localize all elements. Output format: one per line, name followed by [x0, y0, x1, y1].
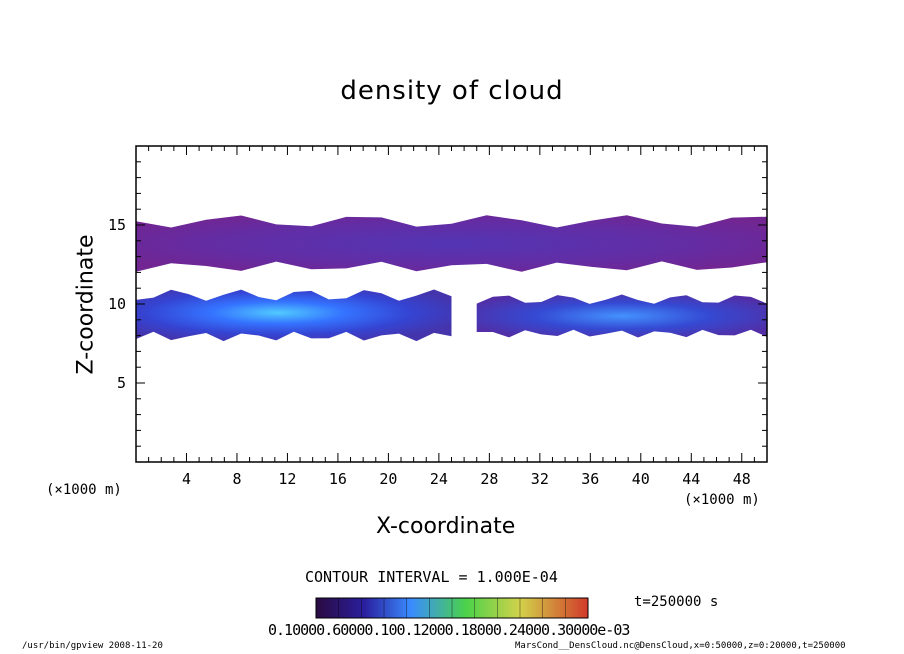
cloud-region-2	[476, 294, 767, 338]
x-tick-label: 16	[329, 470, 347, 488]
cloud-density-field	[136, 215, 767, 342]
chart-title: density of cloud	[340, 76, 564, 106]
x-tick-label: 44	[682, 470, 700, 488]
y-tick-label: 10	[108, 295, 126, 313]
x-tick-label: 32	[531, 470, 549, 488]
x-tick-label: 20	[379, 470, 397, 488]
contour-interval-label: CONTOUR INTERVAL = 1.000E-04	[305, 568, 558, 586]
footer-source-label: MarsCond__DensCloud.nc@DensCloud,x=0:500…	[515, 641, 846, 651]
x-tick-label: 36	[581, 470, 599, 488]
colorbar-tick-labels: 0.10000.60000.100.12000.18000.24000.3000…	[268, 621, 630, 639]
x-unit-label-left: (×1000 m)	[46, 482, 122, 498]
x-tick-label: 28	[480, 470, 498, 488]
x-axis-label: X-coordinate	[376, 514, 516, 539]
y-tick-label: 5	[117, 374, 126, 392]
colorbar	[315, 597, 589, 619]
x-tick-label: 12	[278, 470, 296, 488]
time-label: t=250000 s	[634, 594, 719, 610]
cloud-region-1	[136, 289, 452, 342]
x-tick-label: 4	[182, 470, 191, 488]
x-unit-label-right: (×1000 m)	[684, 492, 760, 508]
y-tick-label: 15	[108, 216, 126, 234]
x-tick-label: 48	[733, 470, 751, 488]
cloud-region-0	[136, 215, 767, 272]
x-tick-label: 8	[232, 470, 241, 488]
x-tick-label: 40	[632, 470, 650, 488]
x-tick-label: 24	[430, 470, 448, 488]
footer-program-label: /usr/bin/gpview 2008-11-20	[22, 641, 163, 651]
